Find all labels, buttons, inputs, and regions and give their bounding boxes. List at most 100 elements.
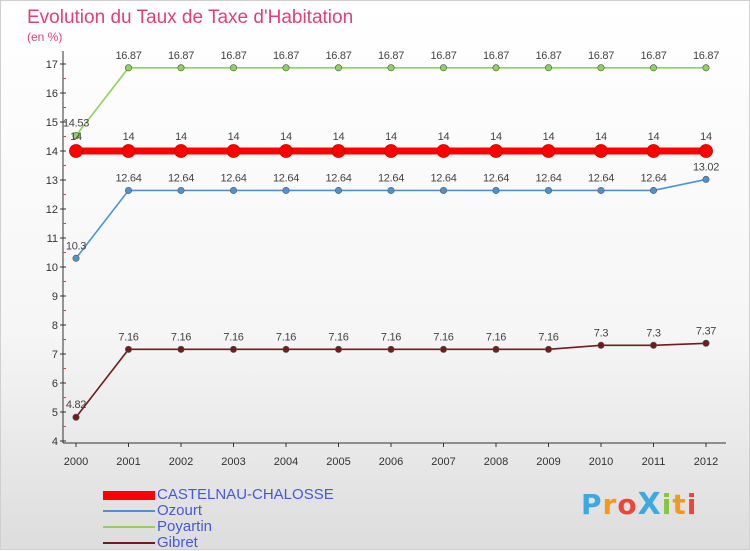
x-tick-label: 2002 <box>169 456 193 468</box>
data-point <box>439 345 447 353</box>
data-label: 14 <box>385 131 397 143</box>
data-point <box>439 64 447 72</box>
data-point <box>387 186 395 194</box>
data-point <box>492 64 500 72</box>
logo-letter: P <box>581 488 603 521</box>
logo-letter: t <box>672 488 687 521</box>
data-label: 14 <box>175 131 187 143</box>
legend-swatch <box>103 542 155 544</box>
data-point <box>72 254 80 262</box>
x-tick-label: 2004 <box>274 456 298 468</box>
y-tick-label: 9 <box>52 291 58 303</box>
x-tick-label: 2007 <box>431 456 455 468</box>
data-label: 14 <box>648 131 660 143</box>
legend-item: Poyartin <box>103 519 334 535</box>
data-point <box>597 341 605 349</box>
data-label: 7.16 <box>381 331 401 343</box>
data-label: 7.3 <box>594 327 609 339</box>
legend-label: Gibret <box>157 534 198 551</box>
data-label: 16.87 <box>168 50 194 62</box>
data-point <box>702 175 710 183</box>
data-point <box>436 144 451 158</box>
data-label: 12.64 <box>430 172 456 184</box>
x-tick-label: 2009 <box>536 456 560 468</box>
data-point <box>387 64 395 72</box>
data-point <box>646 144 661 158</box>
y-tick-label: 8 <box>52 320 58 332</box>
data-label: 14 <box>595 131 607 143</box>
data-point <box>279 144 293 158</box>
data-point <box>334 186 342 194</box>
data-point <box>387 345 395 353</box>
logo-letter: i <box>686 488 698 521</box>
data-point <box>72 132 80 140</box>
data-point <box>649 186 657 194</box>
data-label: 12.64 <box>168 172 194 184</box>
data-label: 4.82 <box>66 399 86 411</box>
data-point <box>541 144 556 158</box>
data-point <box>489 144 503 158</box>
data-label: 16.87 <box>588 50 614 62</box>
y-tick-label: 12 <box>46 204 58 216</box>
x-tick-label: 2000 <box>64 456 88 468</box>
data-label: 14 <box>543 131 555 143</box>
data-label: 16.87 <box>430 50 456 62</box>
data-label: 7.16 <box>486 331 506 343</box>
logo-letter: X <box>637 487 662 522</box>
data-point <box>331 144 346 158</box>
y-tick-label: 6 <box>52 378 58 390</box>
y-tick-label: 4 <box>52 436 58 448</box>
data-label: 14 <box>123 131 135 143</box>
data-label: 14 <box>70 131 82 143</box>
data-point <box>72 413 80 421</box>
data-label: 7.16 <box>276 331 296 343</box>
legend-label: Ozourt <box>157 502 203 519</box>
data-point <box>702 64 710 72</box>
data-label: 7.16 <box>171 331 191 343</box>
data-label: 16.87 <box>483 50 509 62</box>
data-label: 14 <box>490 131 502 143</box>
data-label: 16.87 <box>115 50 141 62</box>
x-tick-label: 2010 <box>589 456 613 468</box>
data-label: 12.64 <box>273 172 299 184</box>
data-label: 7.16 <box>433 331 453 343</box>
data-point <box>492 345 500 353</box>
data-point <box>230 345 238 353</box>
data-label: 13.02 <box>693 161 719 173</box>
data-label: 12.64 <box>378 172 404 184</box>
data-point <box>544 64 552 72</box>
x-tick-label: 2008 <box>484 456 508 468</box>
data-point <box>492 186 500 194</box>
series-line <box>75 342 707 418</box>
y-tick-label: 13 <box>46 175 58 187</box>
data-point <box>544 186 552 194</box>
data-point <box>69 144 83 158</box>
data-label: 7.16 <box>118 331 138 343</box>
data-point <box>230 186 238 194</box>
data-label: 7.16 <box>538 331 558 343</box>
legend-label: Poyartin <box>157 518 213 535</box>
logo-letter: o <box>617 488 638 521</box>
y-tick-label: 14 <box>46 146 58 158</box>
data-point <box>125 186 133 194</box>
legend-item: CASTELNAU-CHALOSSE <box>103 487 334 503</box>
legend-swatch <box>103 510 155 512</box>
data-label: 16.87 <box>535 50 561 62</box>
data-label: 14.53 <box>63 118 89 130</box>
x-tick-label: 2003 <box>221 456 245 468</box>
x-tick-label: 2011 <box>642 456 666 468</box>
data-label: 14 <box>438 131 450 143</box>
legend-swatch <box>103 526 155 528</box>
data-label: 10.3 <box>66 240 86 252</box>
legend-item: Gibret <box>103 535 334 551</box>
data-label: 7.3 <box>646 327 661 339</box>
data-label: 14 <box>700 131 712 143</box>
y-axis-unit-label: (en %) <box>27 30 63 44</box>
data-point <box>334 64 342 72</box>
data-point <box>282 186 290 194</box>
data-point <box>597 64 605 72</box>
legend-item: Ozourt <box>103 503 334 519</box>
logo-letter: r <box>602 488 618 521</box>
